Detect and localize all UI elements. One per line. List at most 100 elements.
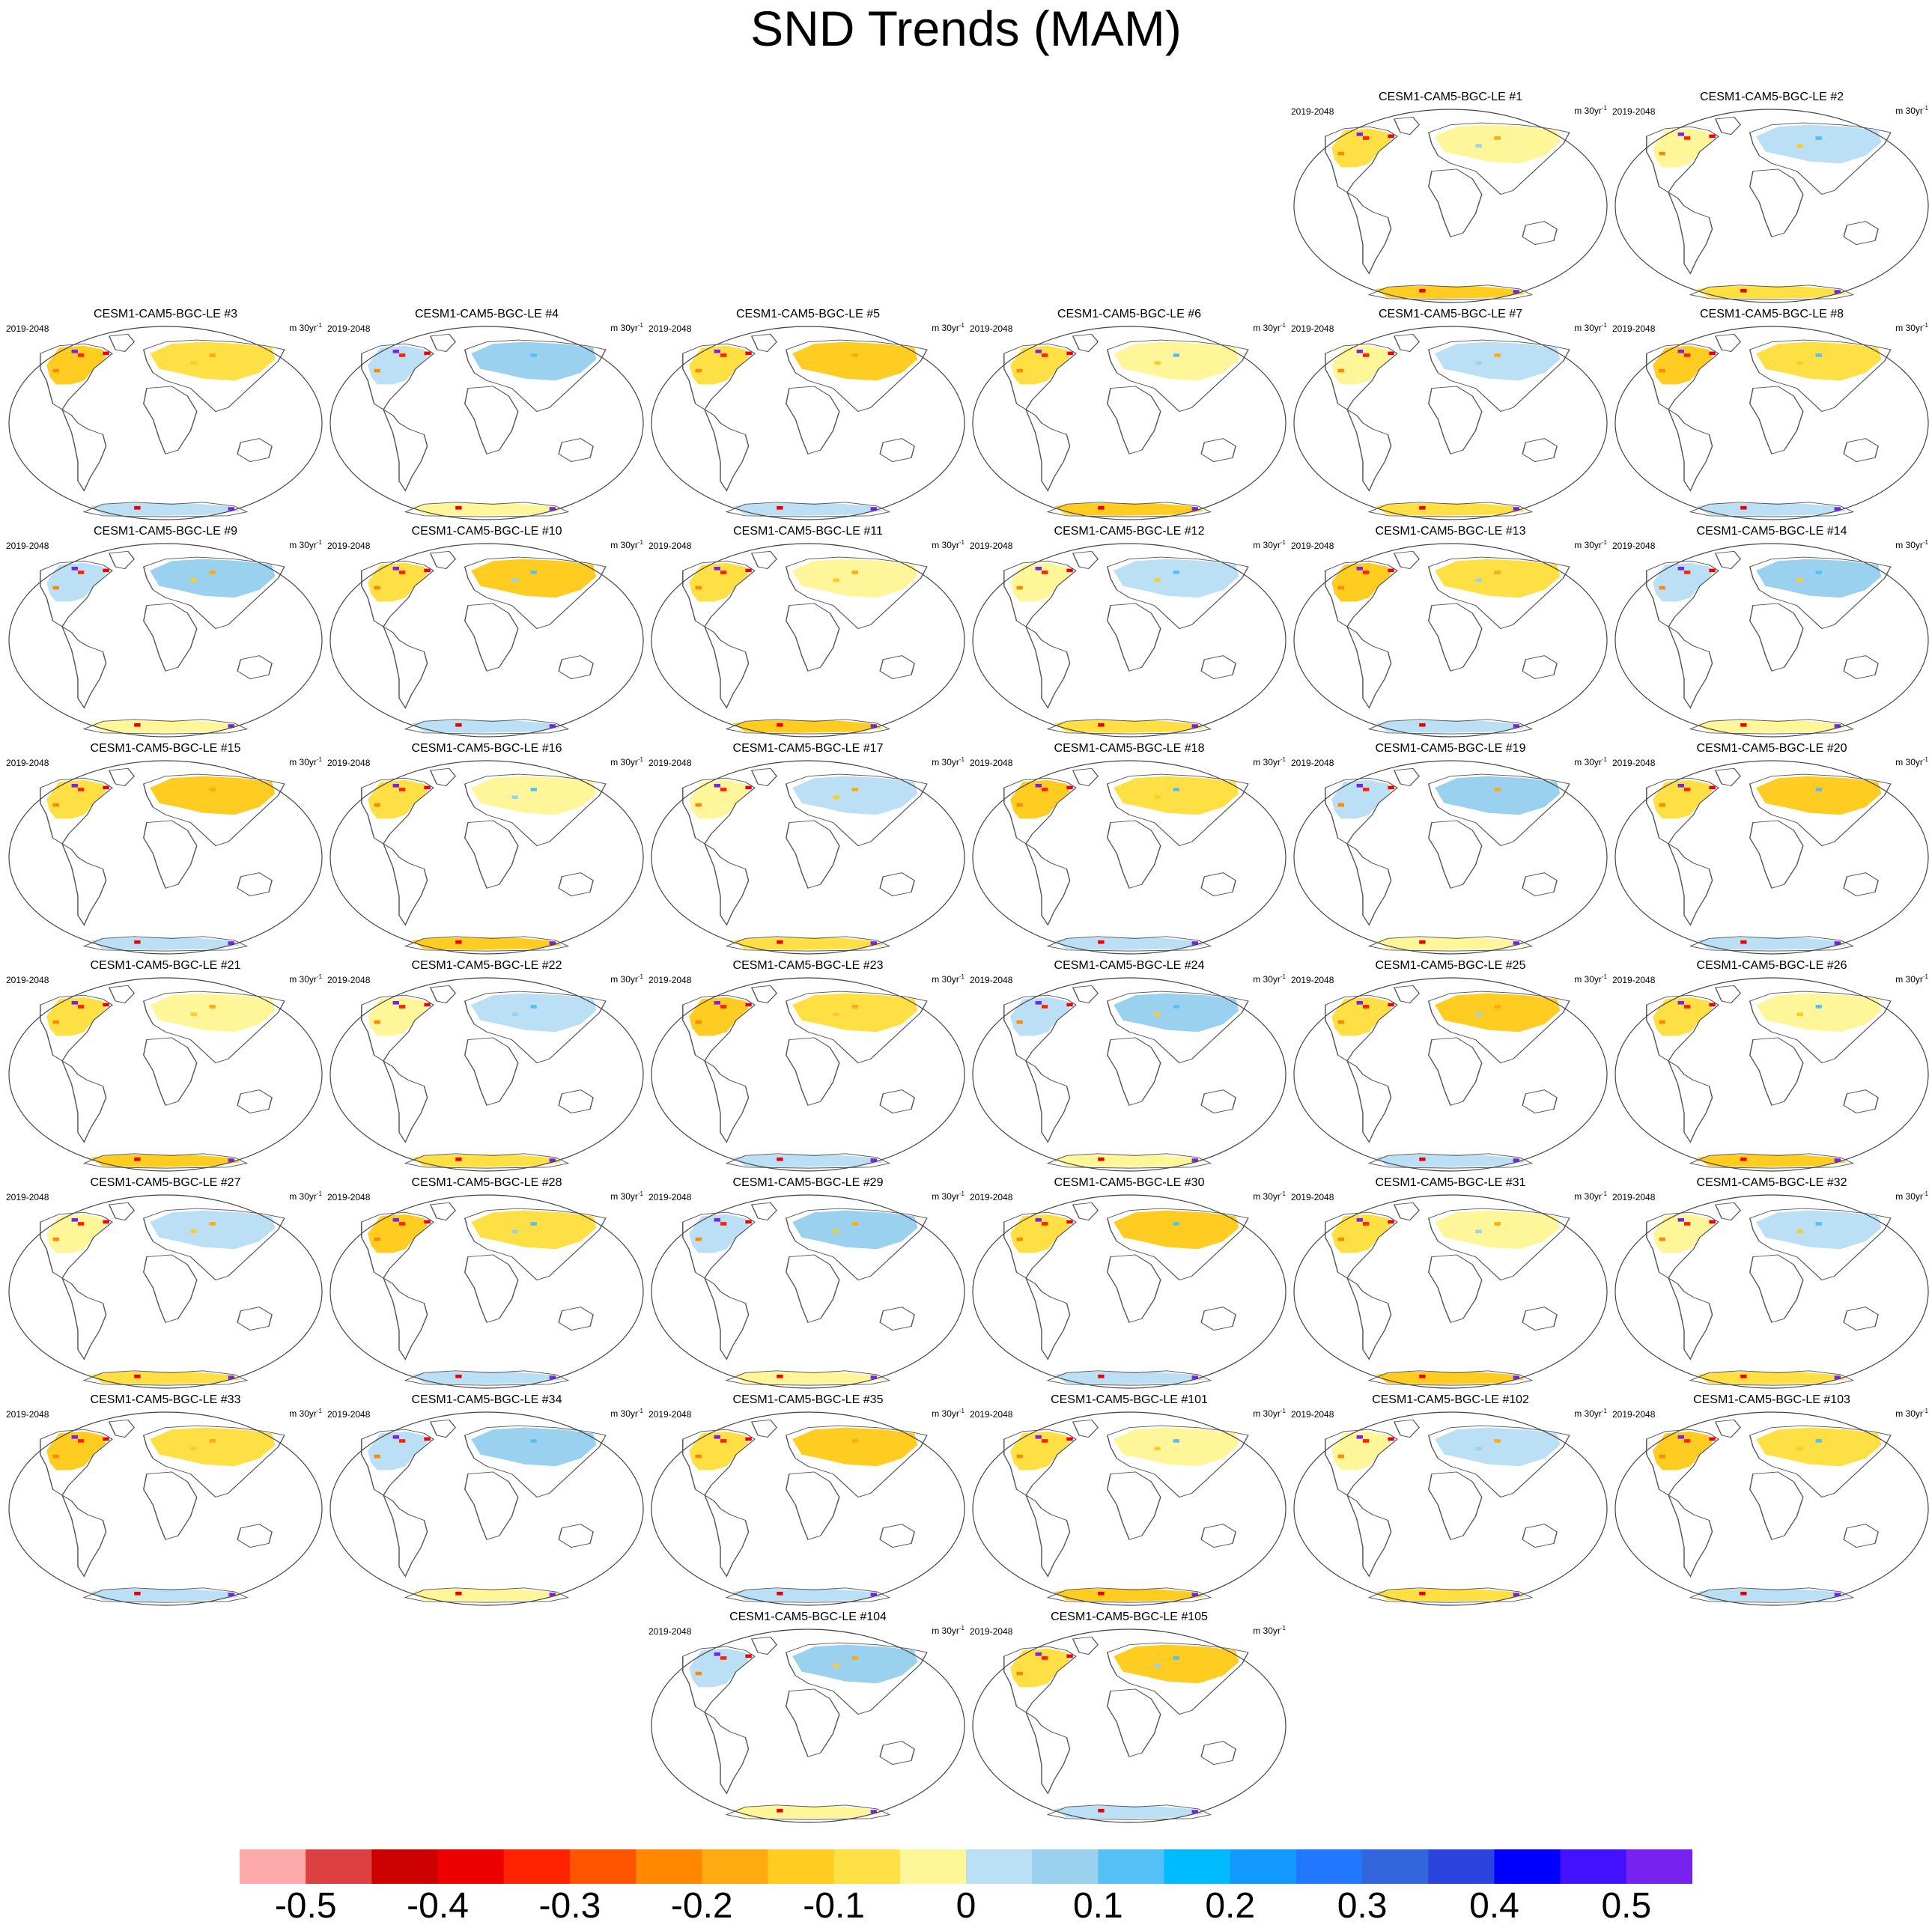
- map-border: [8, 1194, 323, 1389]
- coastline: [1749, 1254, 1804, 1323]
- panel-units-label: m 30yr-1: [610, 320, 643, 333]
- panel-units-label: m 30yr-1: [1574, 1406, 1607, 1419]
- colorbar-swatch: [1362, 1849, 1429, 1884]
- colorbar-swatch: [569, 1849, 637, 1884]
- map-border: [329, 326, 644, 520]
- panel-units-label: m 30yr-1: [1574, 103, 1607, 116]
- snow-trend-cell: [549, 724, 556, 728]
- snow-trend-region: [1331, 345, 1391, 385]
- snow-trend-region: [150, 993, 276, 1033]
- world-map: [972, 1194, 1287, 1389]
- snow-trend-region: [1756, 1210, 1882, 1250]
- snow-trend-cell: [1388, 785, 1394, 790]
- colorbar-tick-label: 0.1: [1072, 1886, 1123, 1926]
- snow-trend-cell: [374, 1454, 380, 1459]
- colorbar-swatch: [437, 1849, 505, 1884]
- coastline: [785, 1208, 928, 1281]
- snow-trend-cell: [1173, 1656, 1179, 1660]
- snow-trend-cell: [720, 1005, 727, 1009]
- map-border: [1614, 1411, 1929, 1606]
- snow-trend-cell: [1815, 571, 1822, 574]
- snow-trend-cell: [695, 1454, 702, 1459]
- coastline: [1106, 339, 1249, 413]
- snow-trend-cell: [1740, 1591, 1747, 1596]
- world-map: [651, 326, 965, 520]
- units-exponent: -1: [1280, 1408, 1286, 1414]
- snow-trend-cell: [1659, 368, 1665, 373]
- panel-period-label: 2019-2048: [1612, 1409, 1656, 1420]
- snow-trend-cell: [549, 941, 556, 945]
- snow-trend-cell: [1388, 1437, 1394, 1441]
- colorbar-swatch: [702, 1849, 768, 1884]
- snow-trend-cell: [71, 566, 78, 571]
- map-border: [651, 1411, 965, 1606]
- map-border: [8, 326, 323, 520]
- snow-trend-cell: [1815, 136, 1822, 140]
- coastline: [1427, 1471, 1483, 1540]
- snow-trend-cell: [103, 351, 109, 356]
- snow-trend-cell: [1513, 1593, 1519, 1596]
- snow-trend-cell: [833, 795, 839, 800]
- snow-trend-cell: [1098, 723, 1105, 727]
- coastline: [61, 625, 107, 709]
- snow-trend-cell: [1419, 940, 1426, 944]
- coastline: [1200, 1307, 1236, 1331]
- units-exponent: -1: [316, 1190, 322, 1197]
- snow-trend-region: [1653, 128, 1713, 168]
- map-panel: CESM1-CAM5-BGC-LE #1 2019-2048 m 30yr-1: [1289, 90, 1611, 307]
- panel-period-label: 2019-2048: [648, 1626, 692, 1637]
- coastline: [1689, 936, 1855, 952]
- snow-trend-cell: [1796, 1012, 1803, 1017]
- snow-trend-cell: [1066, 785, 1073, 790]
- coastline: [142, 386, 198, 454]
- coastline: [1200, 872, 1236, 897]
- panel-title: CESM1-CAM5-BGC-LE #27: [90, 1176, 241, 1189]
- snow-trend-region: [732, 937, 884, 950]
- colorbar-tick-label: -0.3: [538, 1886, 601, 1926]
- snow-trend-cell: [1740, 505, 1747, 510]
- snow-trend-cell: [1683, 788, 1691, 791]
- snow-trend-region: [471, 1427, 597, 1467]
- snow-trend-cell: [103, 1220, 109, 1224]
- snow-trend-region: [1010, 1214, 1070, 1253]
- coastline: [703, 842, 750, 926]
- panel-title: CESM1-CAM5-BGC-LE #1: [1378, 91, 1523, 103]
- panel-units-label: m 30yr-1: [289, 755, 322, 767]
- snow-trend-region: [1375, 286, 1526, 299]
- snow-trend-cell: [77, 1439, 85, 1443]
- snow-trend-region: [1114, 1644, 1239, 1684]
- map-border: [651, 977, 965, 1172]
- snow-trend-region: [1435, 341, 1561, 381]
- snow-trend-cell: [398, 353, 406, 357]
- map-panel: CESM1-CAM5-BGC-LE #11 2019-2048 m 30yr-1: [647, 524, 969, 741]
- snow-trend-region: [368, 1214, 428, 1253]
- panel-units-label: m 30yr-1: [1895, 755, 1928, 767]
- coastline: [61, 842, 107, 926]
- coastline: [725, 1370, 891, 1386]
- map-border: [651, 543, 965, 738]
- units-exponent: -1: [637, 756, 643, 763]
- colorbar-swatch: [1230, 1849, 1297, 1884]
- snow-trend-region: [1653, 1431, 1713, 1471]
- panel-period-label: 2019-2048: [6, 975, 49, 985]
- map-panel: CESM1-CAM5-BGC-LE #3 2019-2048 m 30yr-1: [4, 307, 326, 524]
- colorbar-swatch: [899, 1849, 967, 1884]
- coastline: [1072, 550, 1099, 570]
- snow-trend-cell: [1098, 940, 1105, 944]
- snow-trend-cell: [1191, 507, 1198, 511]
- snow-trend-cell: [374, 1020, 380, 1024]
- world-map: [1614, 326, 1929, 520]
- snow-trend-cell: [1494, 788, 1501, 791]
- snow-trend-cell: [1677, 349, 1684, 353]
- panel-title: CESM1-CAM5-BGC-LE #16: [411, 742, 562, 755]
- snow-trend-region: [1696, 1372, 1847, 1384]
- snow-trend-cell: [1154, 361, 1161, 365]
- snow-trend-cell: [1191, 1375, 1198, 1379]
- coastline: [1072, 1202, 1099, 1221]
- snow-trend-cell: [851, 1656, 858, 1660]
- snow-trend-cell: [374, 1237, 380, 1241]
- colorbar-tick-label: -0.1: [803, 1886, 865, 1926]
- snow-trend-cell: [455, 505, 462, 510]
- snow-trend-region: [689, 779, 749, 819]
- snow-trend-region: [1010, 1431, 1070, 1471]
